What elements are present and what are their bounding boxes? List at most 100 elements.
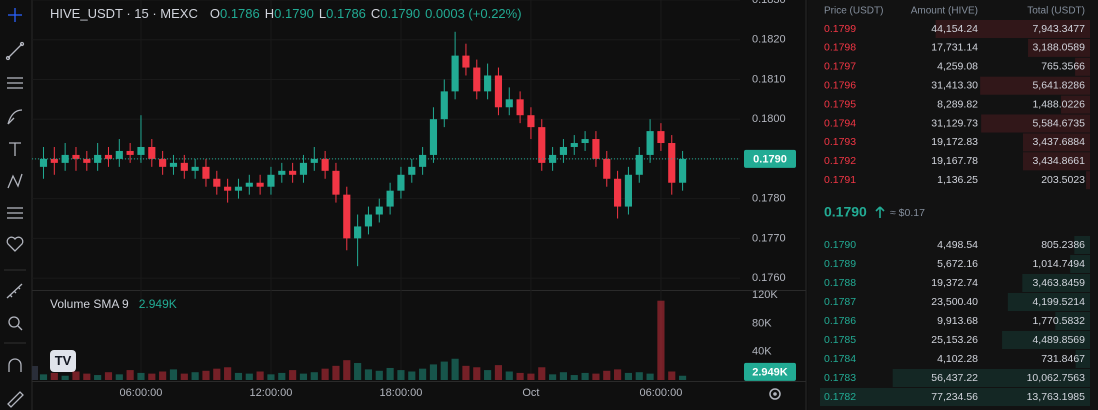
volume-bar (61, 375, 69, 380)
favorites-tool[interactable] (6, 236, 24, 252)
volume-bar (440, 361, 448, 380)
candle-body (245, 182, 253, 187)
logo: TV (50, 350, 76, 372)
volume-bar (310, 372, 318, 380)
forecast-tool[interactable] (7, 207, 23, 219)
text-tool[interactable] (9, 142, 21, 156)
ohlc: O0.1786 H0.1790 L0.1786 C0.1790 (210, 6, 425, 21)
order-amount: 31,413.30 (931, 79, 978, 91)
volume-bar (169, 369, 178, 380)
scroll-handle[interactable] (32, 366, 38, 380)
volume-bar (83, 373, 91, 380)
candle-body (408, 166, 416, 175)
fib-tool[interactable] (7, 77, 23, 89)
candle-body (386, 190, 394, 207)
order-price: 0.1794 (824, 117, 856, 129)
order-price: 0.1798 (824, 42, 856, 54)
volume-bar (354, 363, 362, 380)
candle-body (549, 154, 557, 163)
brush-tool[interactable] (7, 109, 23, 125)
volume-bar (126, 370, 134, 380)
candle-body (679, 158, 687, 183)
x-tick-label: 06:00:00 (640, 387, 683, 399)
symbol: HIVE_USDT · 15 · MEXC (50, 6, 198, 21)
volume-bar (527, 373, 535, 380)
order-price: 0.1784 (824, 353, 856, 365)
volume-bar (614, 369, 622, 380)
pattern-tool[interactable] (7, 173, 23, 189)
ohlc-value: 0.1790 (274, 6, 314, 21)
volume-bar (245, 373, 253, 380)
y-tick-label: 0.1800 (752, 113, 786, 125)
mid-price: 0.1790 (824, 204, 867, 220)
volume-bar (549, 374, 557, 380)
lock-tool[interactable] (7, 391, 24, 408)
settings-icon[interactable] (769, 388, 781, 400)
mid-price-usd: ≈ $0.17 (890, 207, 925, 219)
candle-body (419, 154, 427, 167)
change: 0.0003 (+0.22%) (425, 6, 522, 21)
zoom-tool[interactable] (8, 316, 23, 331)
order-total: 1,770.5832 (1032, 315, 1085, 327)
order-price: 0.1799 (824, 23, 856, 35)
order-book-panel (808, 0, 1098, 410)
depth-bar (1028, 38, 1090, 57)
candle-body (505, 99, 513, 108)
depth-bar (1086, 171, 1090, 190)
volume-bar (462, 365, 470, 380)
volume-bar (679, 375, 687, 380)
order-price: 0.1783 (824, 372, 856, 384)
volume-bar (657, 300, 665, 380)
order-amount: 5,672.16 (937, 258, 978, 270)
measure-tool[interactable] (6, 283, 23, 299)
volume-bar (375, 370, 383, 380)
candle-body (451, 55, 459, 92)
depth-bar (1074, 236, 1090, 254)
order-total: 1,014.7494 (1032, 258, 1085, 270)
candle-body (538, 127, 546, 163)
volume-bar (408, 371, 416, 380)
y-tick-label: 0.1830 (752, 0, 786, 6)
crosshair-tool[interactable] (8, 8, 22, 22)
order-total: 765.3566 (1041, 61, 1085, 73)
candle-body (50, 158, 58, 163)
ohlc-label: L (318, 6, 327, 21)
candle-body (267, 174, 275, 187)
candle-body (603, 158, 611, 179)
order-price: 0.1789 (824, 258, 856, 270)
ohlc-label: C (370, 6, 381, 21)
ohlc-label: O (209, 6, 220, 21)
candle-body (234, 186, 243, 191)
svg-text:TV: TV (55, 353, 72, 368)
candle-body (289, 170, 297, 175)
volume-bar (451, 358, 459, 380)
volume-bar (278, 372, 286, 380)
volume-bar (289, 370, 297, 380)
volume-bar (267, 374, 275, 380)
volume-bar (386, 367, 394, 380)
volume-bar (321, 368, 329, 380)
volume-bar (494, 365, 503, 380)
order-total: 4,489.8569 (1032, 334, 1085, 346)
candle-body (668, 143, 676, 183)
order-price: 0.1795 (824, 98, 856, 110)
y-tick-label: 0.1770 (752, 232, 786, 244)
ohlc-value: 0.1786 (326, 6, 366, 21)
magnet-tool[interactable] (8, 358, 22, 372)
trend-line-tool[interactable] (5, 41, 25, 61)
volume-bar (570, 375, 578, 380)
candle-body (527, 115, 535, 128)
candle-body (115, 150, 123, 159)
order-total: 3,434.8661 (1032, 155, 1085, 167)
y-tick-label: 0.1780 (752, 193, 786, 205)
volume-bar (538, 367, 546, 380)
order-price: 0.1793 (824, 136, 856, 148)
ohlc-label: H (264, 6, 275, 21)
order-amount: 31,129.73 (931, 117, 978, 129)
last-price-box (744, 149, 796, 168)
order-price: 0.1791 (824, 174, 856, 186)
volume-sma-label: 2.949K (752, 366, 788, 378)
order-amount: 56,437.22 (931, 372, 978, 384)
order-price: 0.1787 (824, 296, 856, 308)
volume-bar (104, 372, 113, 380)
